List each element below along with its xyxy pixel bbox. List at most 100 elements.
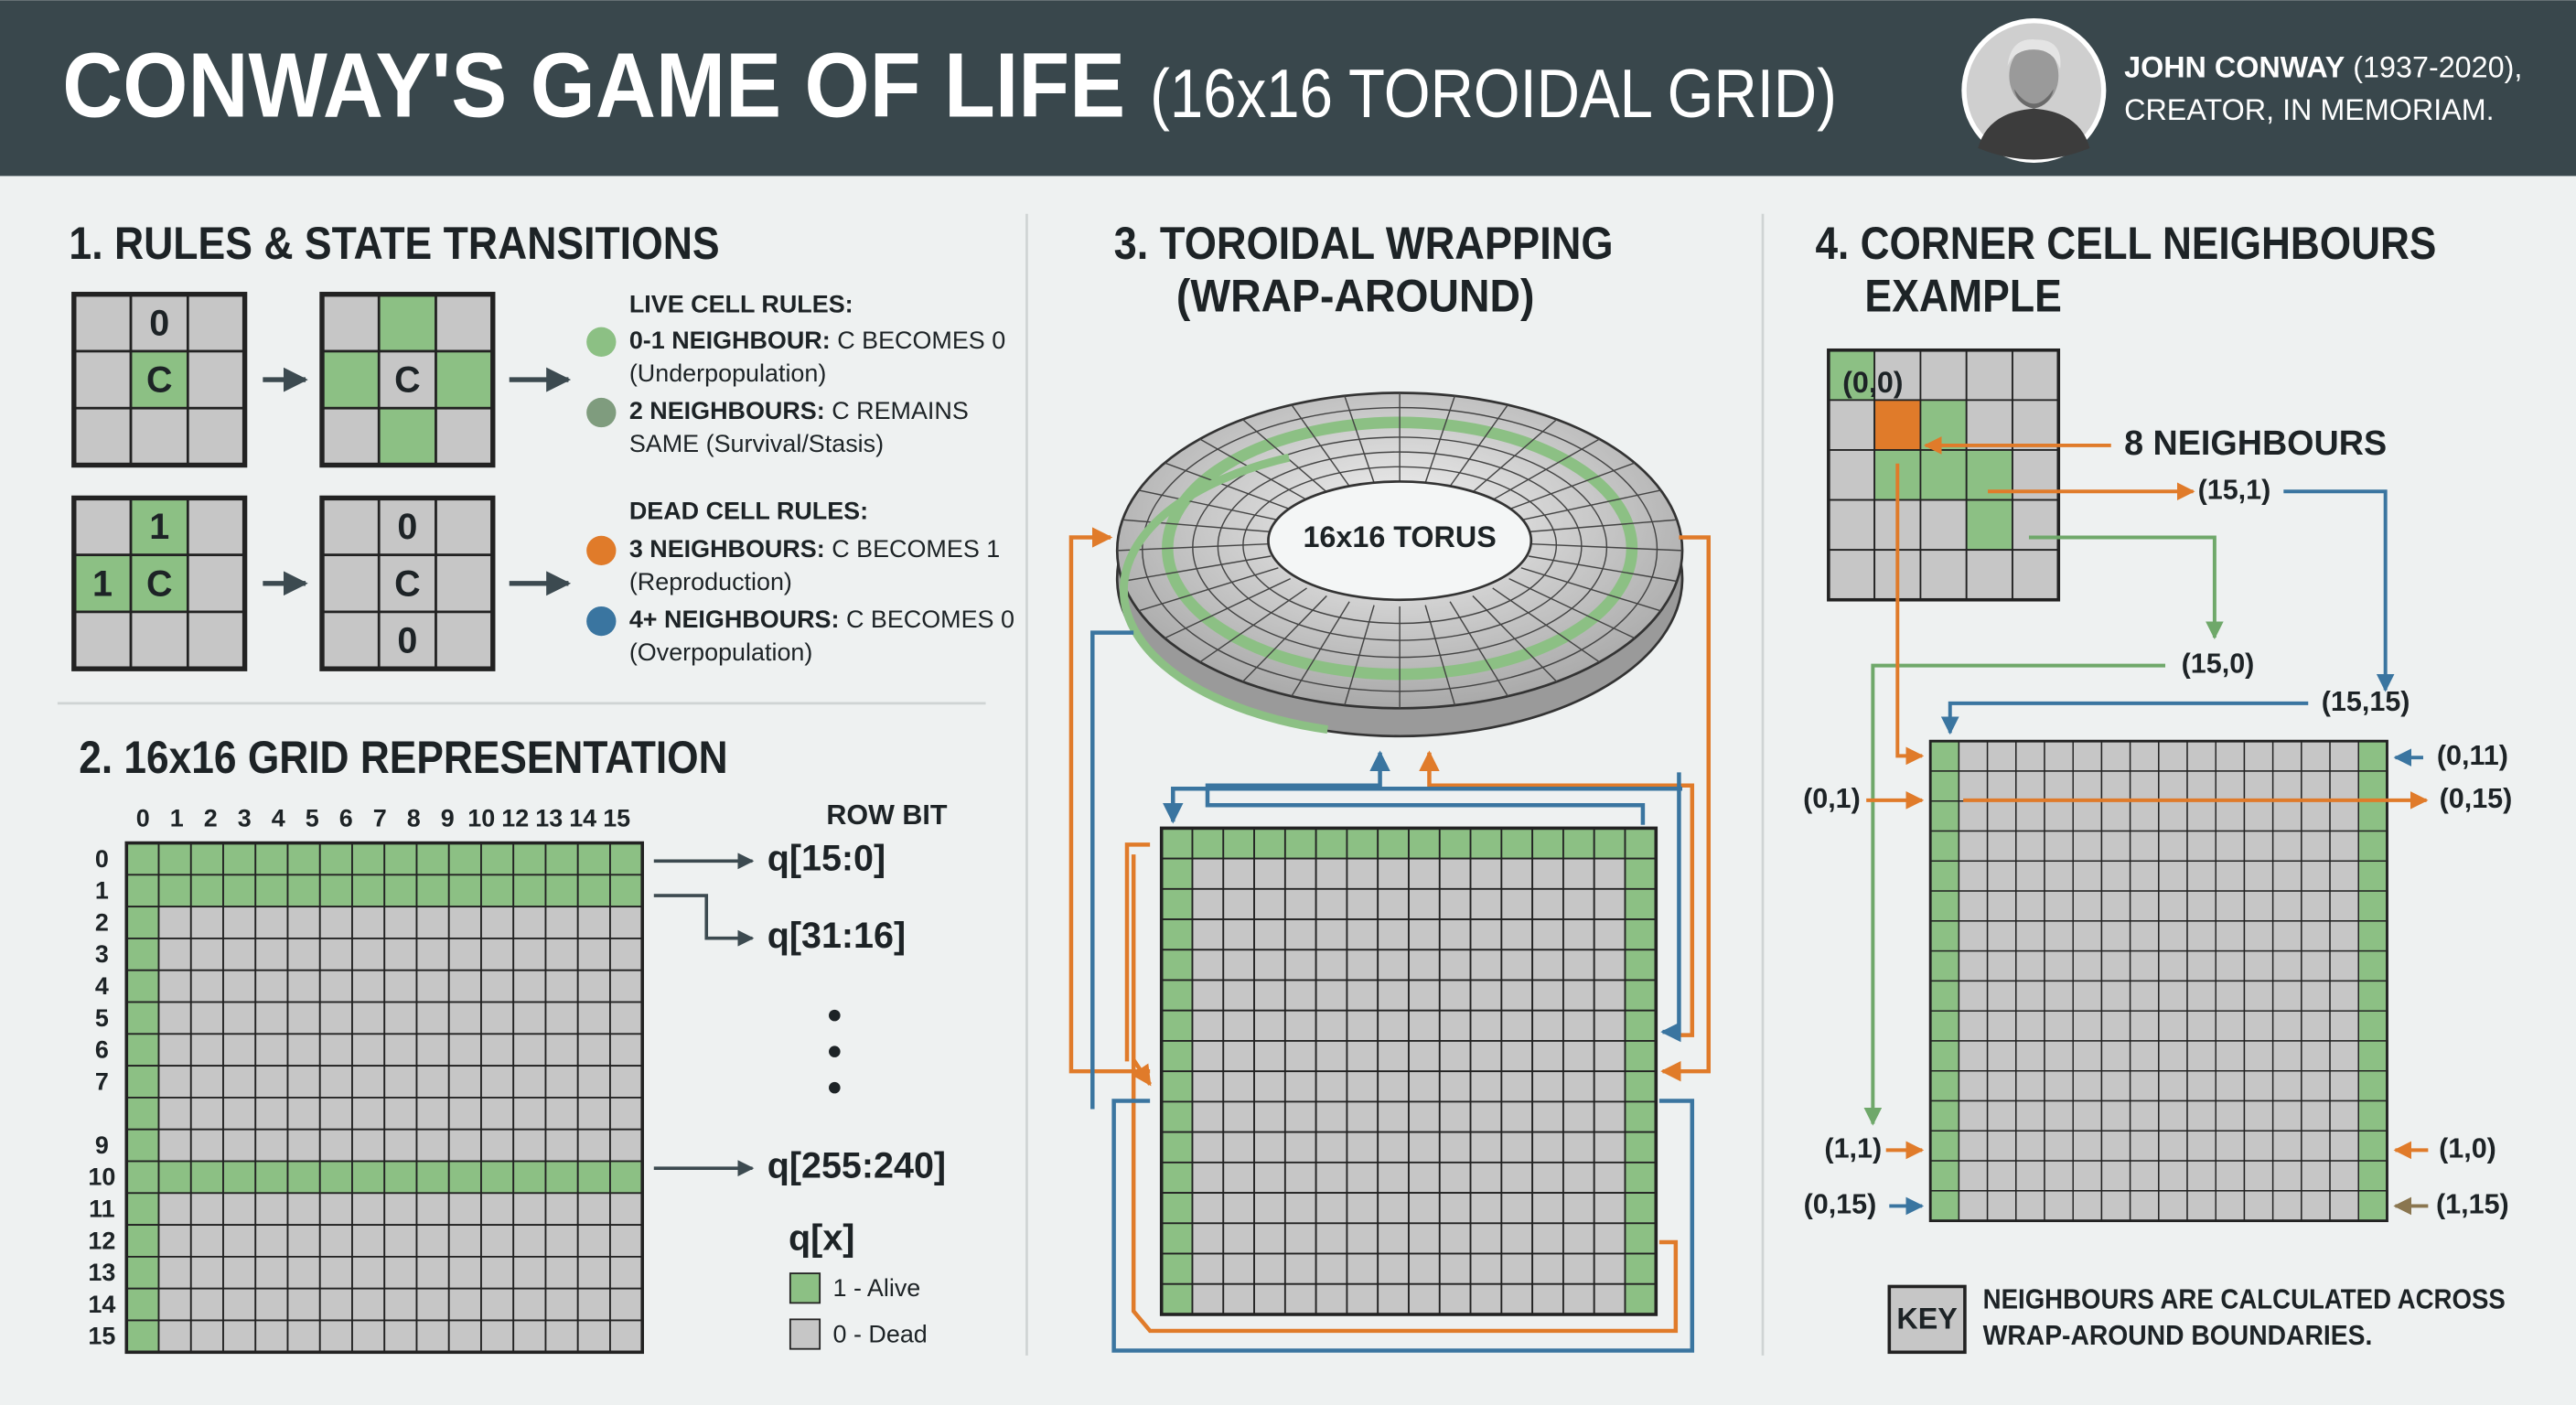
cell (1438, 918, 1472, 951)
cell (286, 842, 321, 876)
cell (1929, 1130, 1960, 1162)
cell (129, 349, 189, 410)
cell (1531, 1131, 1564, 1164)
cell (2243, 1160, 2274, 1192)
cell (1222, 979, 1255, 1012)
cell (2015, 1130, 2045, 1162)
legend-title: q[x] (789, 1218, 854, 1259)
cell (609, 1033, 644, 1067)
cell (129, 406, 189, 467)
column-label: 7 (373, 805, 387, 832)
column-label: 0 (136, 805, 150, 832)
cell (2158, 830, 2188, 863)
cell (1531, 949, 1564, 981)
cell (1929, 1099, 1960, 1132)
page-subtitle: (16x16 TOROIDAL GRID) (1150, 55, 1837, 132)
cell (2329, 1070, 2359, 1102)
cell (1346, 887, 1379, 920)
cell (189, 874, 224, 908)
cell (1469, 1252, 1503, 1285)
cell (286, 969, 321, 1003)
cell (318, 906, 353, 939)
cell (186, 610, 246, 670)
rule-note: SAME (Survival/Stasis) (629, 430, 884, 457)
cell (2072, 949, 2103, 982)
torus-meridian (1165, 462, 1291, 510)
cell (286, 1097, 321, 1131)
cell (512, 1192, 547, 1226)
grid-16x16: 0 1 2 3 4 5 6 7 8 9 10 12 13 14 1501234567910111213141… (88, 805, 644, 1355)
cell (2186, 949, 2216, 982)
cell (1929, 920, 1960, 952)
cell (1500, 1009, 1534, 1042)
cell (2186, 1099, 2216, 1132)
cell (286, 1256, 321, 1290)
cell (1531, 918, 1564, 951)
cell (1438, 1040, 1472, 1073)
cell (1965, 549, 2013, 601)
cell (2329, 800, 2359, 832)
cell (1222, 1161, 1255, 1194)
cell-label: 0 (397, 507, 417, 547)
rule-dot (586, 606, 617, 637)
cell (2215, 1010, 2246, 1042)
cell (1593, 1070, 1626, 1103)
cell (1315, 918, 1348, 951)
column-label: 10 (467, 805, 495, 832)
cell (1438, 949, 1472, 981)
cell (1283, 1131, 1317, 1164)
cell (1283, 918, 1317, 951)
torus-meridian (1520, 567, 1661, 612)
torus-hole (1267, 480, 1533, 602)
cell (1958, 860, 1989, 892)
cell (222, 969, 257, 1003)
cell (157, 1065, 192, 1099)
cell (1438, 1192, 1472, 1225)
coord-label: (0,11) (2437, 740, 2508, 771)
cell (609, 906, 644, 939)
cell (2329, 1010, 2359, 1042)
row-label: 10 (88, 1164, 115, 1191)
cell (609, 842, 644, 876)
cell (480, 906, 515, 939)
cell (318, 938, 353, 971)
cell (1562, 1070, 1595, 1103)
cell (415, 938, 450, 971)
cell (435, 406, 495, 467)
origin-label: (0,0) (1842, 366, 1903, 399)
rule-dot (586, 397, 617, 428)
cell (2100, 800, 2131, 832)
cell (447, 1128, 482, 1163)
cell (222, 1256, 257, 1290)
torus-meridian (1520, 489, 1661, 521)
cell (2271, 1190, 2302, 1222)
cell (544, 842, 579, 876)
cell (1929, 860, 1960, 892)
cell (544, 1033, 579, 1067)
cell (2100, 770, 2131, 802)
row-label: 14 (88, 1291, 115, 1318)
cell (2243, 830, 2274, 863)
cell (1562, 949, 1595, 981)
cell (1469, 1222, 1503, 1255)
cell (576, 842, 611, 876)
cell (383, 1065, 418, 1099)
cell (576, 1160, 611, 1195)
cell (1377, 1252, 1410, 1285)
cell (1191, 979, 1225, 1012)
column-label: 3 (238, 805, 252, 832)
cell (189, 1033, 224, 1067)
cell (1624, 1040, 1658, 1073)
cell (2301, 890, 2331, 922)
cell (1958, 1130, 1989, 1162)
cell (1562, 1282, 1595, 1315)
cell (2243, 980, 2274, 1012)
column-label: 15 (603, 805, 630, 832)
cell (2044, 980, 2074, 1012)
cell (1500, 1070, 1534, 1103)
cell (2215, 860, 2246, 892)
cell (2215, 770, 2246, 802)
torus-meridian (1508, 462, 1636, 510)
grid-border (1159, 826, 1658, 1316)
cell (1562, 1252, 1595, 1285)
